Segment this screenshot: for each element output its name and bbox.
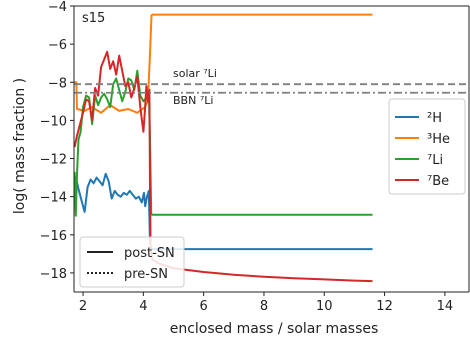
y-tick-label: −8 — [48, 76, 67, 91]
x-tick-label: 14 — [437, 299, 454, 314]
legend-label-post-sn: post-SN — [124, 246, 175, 261]
legend-label-be7: ⁷Be — [427, 174, 449, 189]
y-axis-label: log( mass fraction ) — [12, 78, 28, 214]
bbn-li-label: BBN ⁷Li — [173, 94, 213, 107]
x-tick-label: 12 — [376, 299, 393, 314]
x-tick-label: 10 — [316, 299, 333, 314]
legend-label-pre-sn: pre-SN — [124, 267, 168, 282]
x-tick-label: 6 — [200, 299, 208, 314]
legend-label-he3: ³He — [427, 132, 450, 147]
style-legend: post-SN pre-SN — [79, 236, 185, 288]
reference-lines — [74, 83, 469, 94]
series-line-he3 — [74, 13, 373, 114]
x-axis-label: enclosed mass / solar masses — [170, 321, 379, 337]
solar-li-label: solar ⁷Li — [173, 67, 217, 80]
y-tick-label: −6 — [48, 38, 67, 53]
y-tick-label: −10 — [40, 114, 67, 129]
x-tick-label: 2 — [79, 299, 87, 314]
species-legend: ²H ³He ⁷Li ⁷Be — [388, 98, 466, 195]
y-tick-label: −16 — [40, 229, 67, 244]
series-line-h2 — [73, 172, 373, 251]
series-line-be7 — [73, 50, 373, 283]
x-tick-label: 4 — [139, 299, 147, 314]
legend-label-li7: ⁷Li — [427, 153, 443, 168]
x-tick-label: 8 — [260, 299, 268, 314]
y-tick-label: −14 — [40, 191, 67, 206]
plot-lines — [73, 13, 373, 283]
y-tick-label: −12 — [40, 153, 67, 168]
panel-label: s15 — [82, 11, 105, 26]
legend-label-h2: ²H — [427, 111, 442, 126]
axes: 2 4 6 8 10 12 14 −18 −16 −14 −12 −10 −8 −6 −4 — [40, 0, 470, 314]
y-tick-label: −4 — [48, 0, 67, 15]
y-tick-label: −18 — [40, 267, 67, 282]
